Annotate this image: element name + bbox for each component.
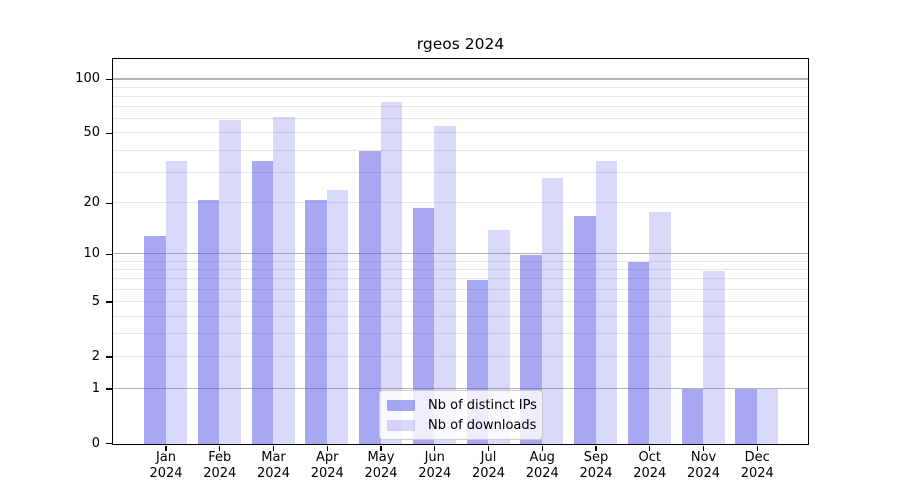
bar-downloads-aug [541,178,564,444]
x-tick-mark [326,445,328,451]
y-minor-gridline [113,278,808,280]
bar-downloads-apr [326,190,349,444]
x-tick-label-jun: Jun 2024 [418,450,452,481]
bar-distinct-ips-dec [735,389,757,444]
y-minor-gridline [113,269,808,271]
bar-downloads-mar [273,117,295,444]
x-tick-mark [756,445,758,451]
x-tick-mark [165,445,167,451]
x-tick-label-feb: Feb 2024 [203,450,237,481]
bar-downloads-sep [595,161,617,444]
x-tick-label-may: May 2024 [364,450,398,481]
y-minor-gridline [113,202,808,204]
legend-swatch-distinct-ips-icon [387,399,415,412]
x-tick-label-jan: Jan 2024 [149,450,183,481]
bar-downloads-jun [434,126,456,444]
bar-distinct-ips-mar [251,161,273,444]
y-tick-mark [106,202,113,204]
legend-item-downloads: Nb of downloads [387,418,537,433]
y-tick-label: 2 [91,348,100,364]
x-tick-mark [219,445,221,451]
y-tick-label: 100 [75,71,100,87]
bar-distinct-ips-jan [144,235,166,444]
bar-downloads-oct [649,211,671,444]
x-tick-mark [595,445,597,451]
bar-distinct-ips-may [359,151,381,444]
legend-swatch-downloads-icon [387,419,415,432]
y-major-gridline [113,387,808,389]
bar-distinct-ips-jun [412,207,435,444]
chart-title: rgeos 2024 [416,35,505,53]
y-major-gridline [113,253,808,255]
y-minor-gridline [113,118,808,120]
y-tick-label: 1 [91,380,100,396]
x-tick-mark [434,445,436,451]
bar-distinct-ips-apr [305,200,327,444]
y-minor-gridline [113,95,808,97]
legend-label-downloads: Nb of downloads [428,418,537,433]
bar-downloads-dec [756,389,779,444]
y-minor-gridline [113,333,808,335]
x-tick-label-dec: Dec 2024 [740,450,774,481]
y-tick-mark [106,78,113,81]
y-minor-gridline [113,301,808,303]
y-minor-gridline [113,288,808,290]
y-major-gridline [113,78,808,80]
y-tick-mark [106,356,113,358]
y-minor-gridline [113,315,808,317]
x-tick-label-aug: Aug 2024 [525,450,559,481]
legend-item-distinct-ips: Nb of distinct IPs [387,398,537,413]
y-tick-label: 50 [83,125,100,141]
y-tick-mark [106,253,113,256]
x-tick-mark [272,445,275,451]
plot-area [112,58,809,445]
y-tick-mark [106,132,113,134]
x-tick-mark [487,445,490,451]
y-minor-gridline [113,106,808,108]
y-tick-label: 5 [91,294,100,310]
x-tick-label-mar: Mar 2024 [256,450,291,481]
x-tick-label-oct: Oct 2024 [633,450,667,481]
y-tick-mark [106,388,113,390]
y-minor-gridline [113,149,808,151]
bar-distinct-ips-oct [627,262,650,444]
bar-distinct-ips-sep [574,215,596,444]
bar-distinct-ips-nov [681,389,703,444]
x-tick-label-jul: Jul 2024 [471,450,506,481]
y-tick-label: 10 [83,246,100,262]
bar-downloads-feb [219,119,241,444]
x-tick-label-apr: Apr 2024 [310,450,344,481]
y-tick-mark [106,301,113,303]
x-tick-label-nov: Nov 2024 [686,450,721,481]
bar-downloads-nov [703,270,725,444]
y-minor-gridline [113,355,808,357]
y-minor-gridline [113,260,808,262]
y-tick-label: 20 [83,195,100,211]
x-tick-label-sep: Sep 2024 [579,450,613,481]
y-minor-gridline [113,132,808,134]
y-tick-label: 0 [91,435,100,451]
y-minor-gridline [113,86,808,88]
bar-distinct-ips-feb [197,200,220,444]
x-tick-mark [380,445,382,451]
legend-label-distinct-ips: Nb of distinct IPs [428,398,537,413]
y-minor-gridline [113,171,808,173]
bar-downloads-jan [165,161,187,444]
x-tick-mark [649,445,651,451]
y-tick-mark [106,442,113,445]
x-tick-mark [541,445,543,451]
x-tick-mark [702,445,705,451]
bar-downloads-may [380,102,402,444]
legend: Nb of distinct IPs Nb of downloads [379,390,543,440]
